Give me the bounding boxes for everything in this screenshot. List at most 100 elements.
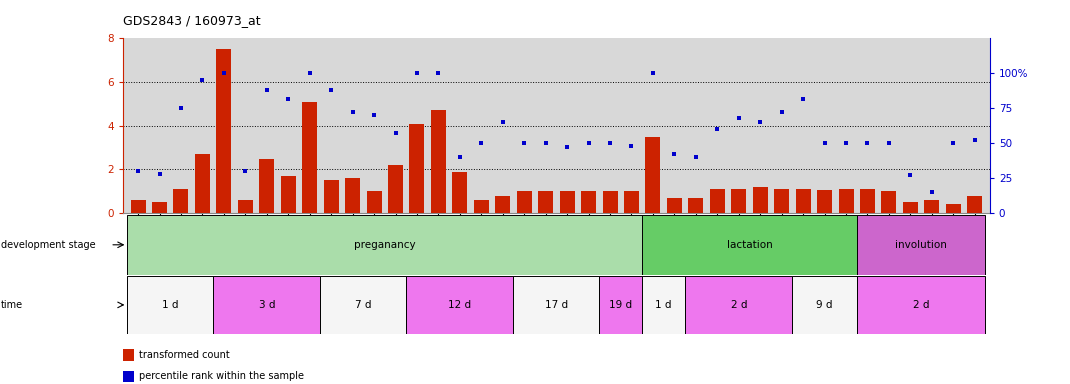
Bar: [645, 137, 660, 213]
Bar: [346, 178, 361, 213]
Text: 7 d: 7 d: [355, 300, 371, 310]
Text: GDS2843 / 160973_at: GDS2843 / 160973_at: [123, 14, 261, 27]
Text: 12 d: 12 d: [448, 300, 472, 310]
Bar: [431, 111, 446, 213]
Bar: [817, 190, 832, 213]
Text: percentile rank within the sample: percentile rank within the sample: [139, 371, 304, 381]
Point: [172, 105, 189, 111]
Point: [795, 96, 812, 102]
Bar: [731, 189, 746, 213]
Point: [452, 154, 469, 160]
Point: [537, 140, 554, 146]
Bar: [775, 189, 790, 213]
Bar: [860, 189, 875, 213]
Point: [387, 131, 404, 137]
Bar: [388, 165, 403, 213]
Point: [687, 154, 704, 160]
Point: [322, 87, 339, 93]
Text: 1 d: 1 d: [656, 300, 672, 310]
Bar: [839, 189, 854, 213]
Point: [279, 96, 296, 102]
Bar: [320, 276, 407, 334]
Bar: [238, 200, 253, 213]
Bar: [280, 176, 295, 213]
Text: 9 d: 9 d: [816, 300, 832, 310]
Bar: [599, 276, 642, 334]
Point: [258, 87, 275, 93]
Point: [644, 70, 661, 76]
Point: [430, 70, 447, 76]
Bar: [127, 276, 213, 334]
Bar: [367, 191, 382, 213]
Bar: [796, 189, 811, 213]
Text: 17 d: 17 d: [545, 300, 568, 310]
Text: 19 d: 19 d: [609, 300, 632, 310]
Point: [708, 126, 725, 132]
Point: [473, 140, 490, 146]
Point: [129, 168, 147, 174]
Point: [730, 115, 747, 121]
Bar: [195, 154, 210, 213]
Bar: [213, 276, 320, 334]
Point: [409, 70, 426, 76]
Bar: [793, 276, 857, 334]
Point: [945, 140, 962, 146]
Bar: [514, 276, 599, 334]
Bar: [131, 200, 146, 213]
Bar: [474, 200, 489, 213]
Bar: [173, 189, 188, 213]
Bar: [152, 202, 167, 213]
Text: lactation: lactation: [727, 240, 773, 250]
Point: [345, 109, 362, 116]
Bar: [709, 189, 724, 213]
Bar: [495, 196, 510, 213]
Bar: [560, 191, 575, 213]
Point: [301, 70, 318, 76]
Bar: [624, 191, 639, 213]
Text: 3 d: 3 d: [259, 300, 275, 310]
Point: [751, 119, 768, 125]
Point: [623, 143, 640, 149]
Bar: [302, 102, 317, 213]
Point: [494, 119, 511, 125]
Bar: [602, 191, 617, 213]
Bar: [857, 276, 985, 334]
Point: [601, 140, 618, 146]
Bar: [857, 215, 985, 275]
Point: [838, 140, 855, 146]
Bar: [903, 202, 918, 213]
Point: [559, 144, 576, 151]
Bar: [752, 187, 767, 213]
Point: [236, 168, 254, 174]
Point: [215, 70, 232, 76]
Bar: [685, 276, 793, 334]
Point: [923, 189, 941, 195]
Bar: [667, 198, 682, 213]
Bar: [216, 49, 231, 213]
Text: 2 d: 2 d: [731, 300, 747, 310]
Bar: [688, 198, 703, 213]
Text: development stage: development stage: [1, 240, 95, 250]
Point: [966, 137, 983, 144]
Point: [194, 77, 211, 83]
Point: [666, 151, 683, 157]
Bar: [517, 191, 532, 213]
Bar: [538, 191, 553, 213]
Point: [516, 140, 533, 146]
Text: time: time: [1, 300, 24, 310]
Point: [580, 140, 597, 146]
Text: 1 d: 1 d: [162, 300, 179, 310]
Bar: [410, 124, 425, 213]
Point: [816, 140, 834, 146]
Bar: [259, 159, 274, 213]
Bar: [407, 276, 514, 334]
Bar: [642, 276, 685, 334]
Point: [881, 140, 898, 146]
Bar: [453, 172, 468, 213]
Bar: [882, 191, 897, 213]
Bar: [581, 191, 596, 213]
Text: transformed count: transformed count: [139, 350, 230, 360]
Point: [366, 112, 383, 118]
Point: [774, 109, 791, 116]
Bar: [967, 196, 982, 213]
